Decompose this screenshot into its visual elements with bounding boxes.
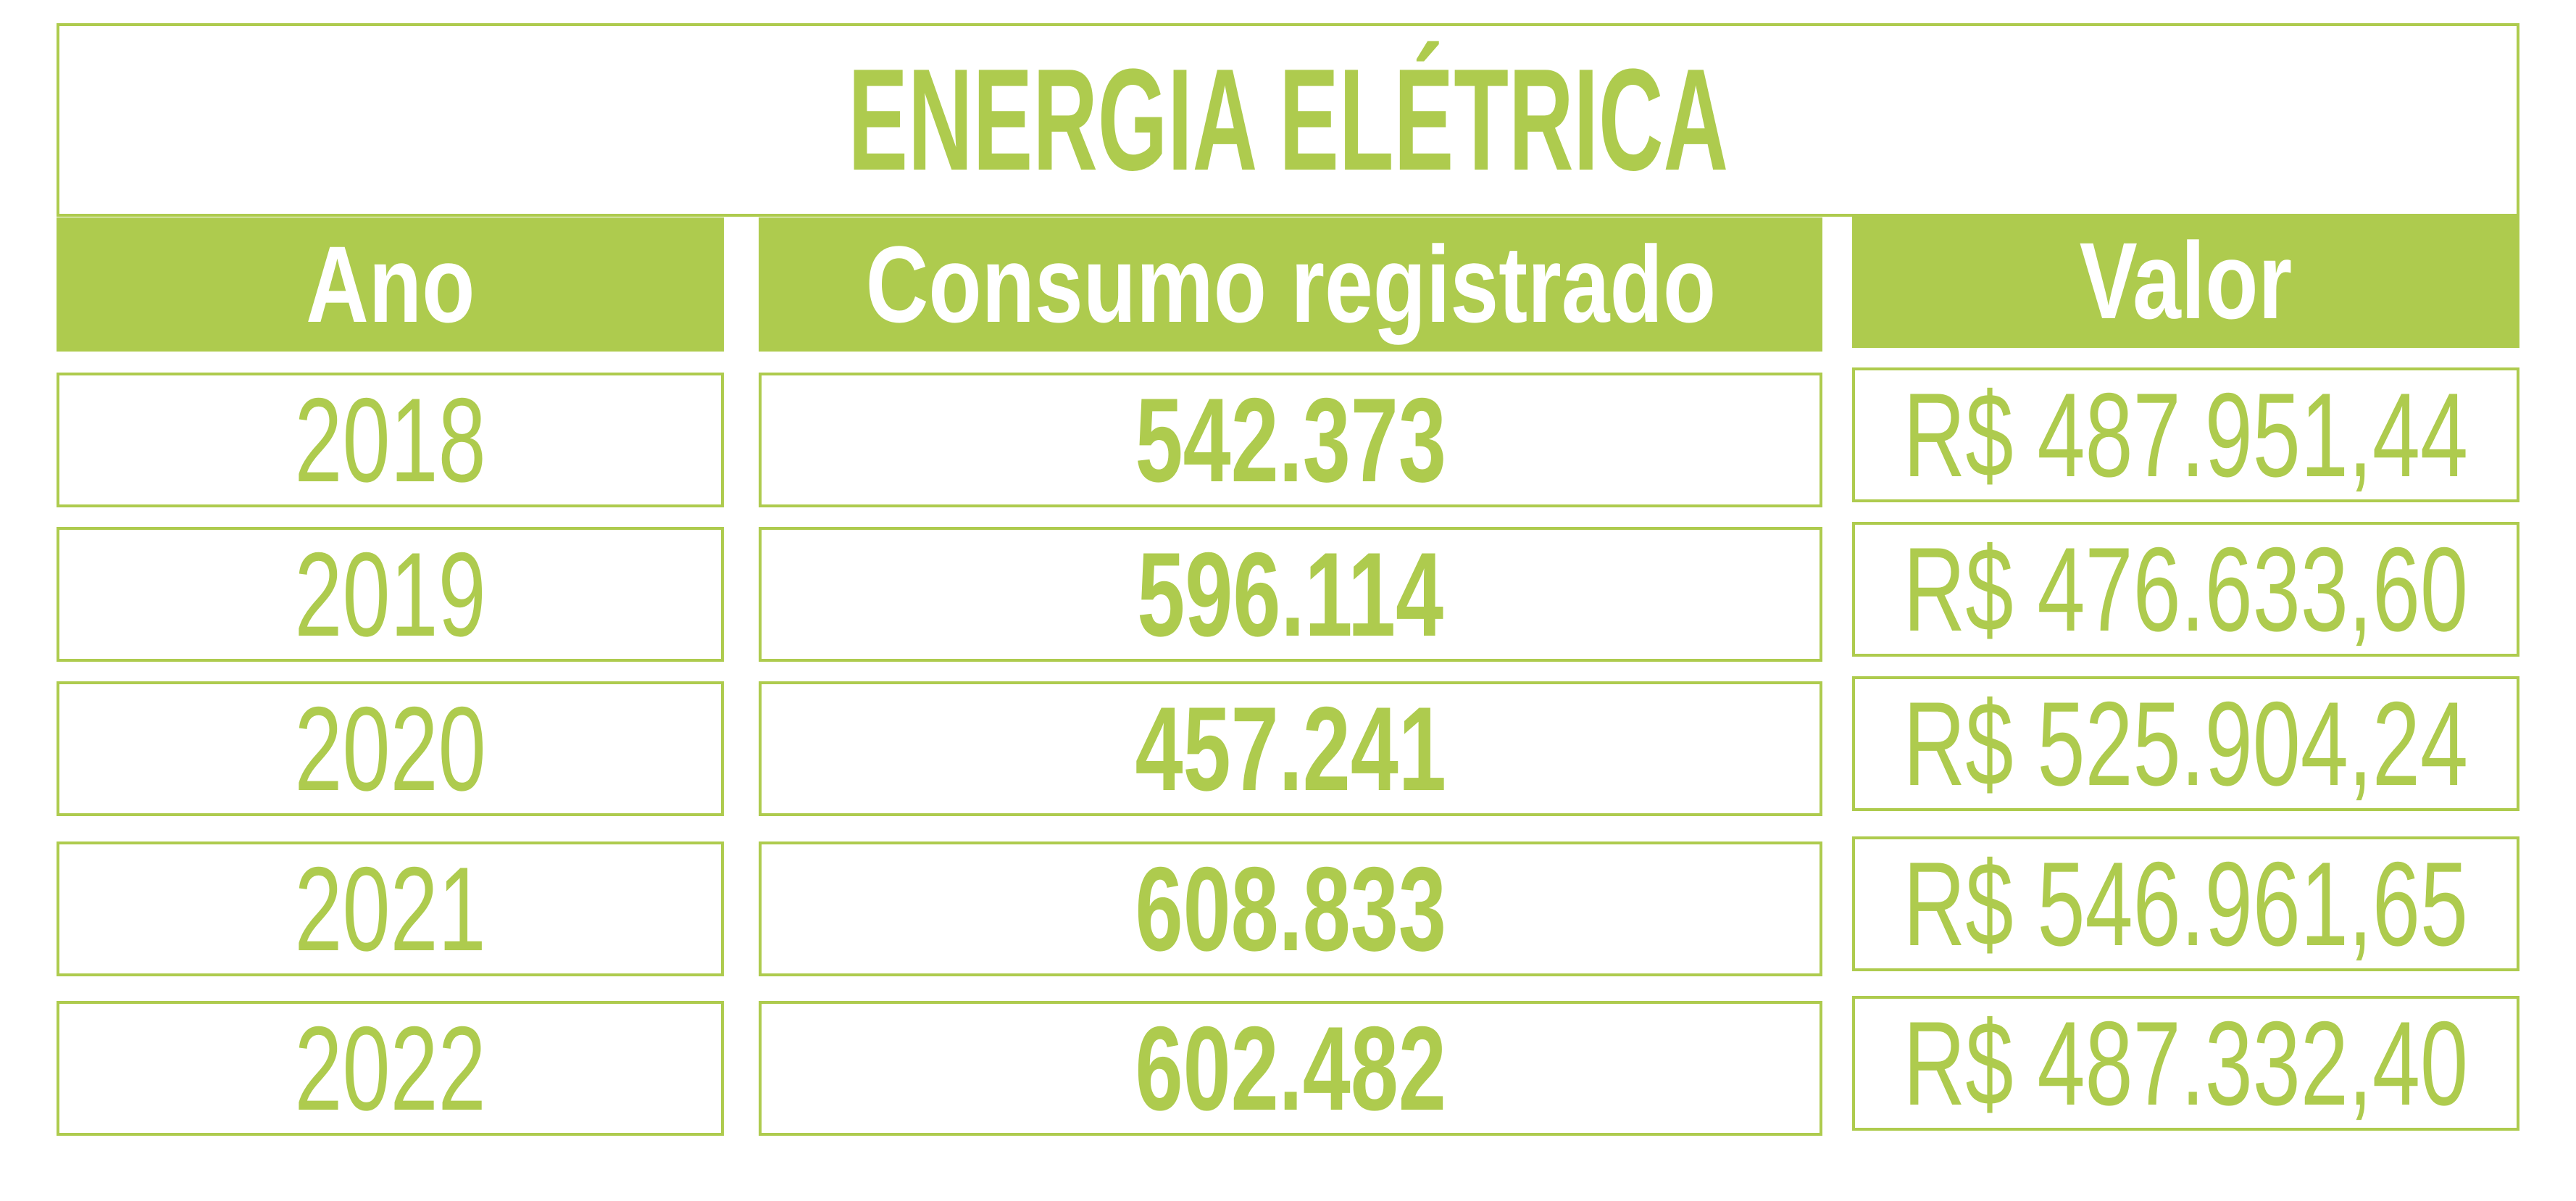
value-cell: R$ 487.951,44 xyxy=(1852,367,2519,502)
year: 2019 xyxy=(294,527,486,661)
year: 2018 xyxy=(294,373,486,507)
consumption-cell: 457.241 xyxy=(759,681,1822,816)
column-header: Valor xyxy=(2079,220,2293,341)
consumption-cell: 602.482 xyxy=(759,1001,1822,1136)
year-cell: 2019 xyxy=(57,527,724,662)
year-cell: 2021 xyxy=(57,841,724,976)
title: ENERGIA ELÉTRICA xyxy=(848,38,1728,201)
consumption: 608.833 xyxy=(1135,841,1446,976)
value-cell: R$ 487.332,40 xyxy=(1852,996,2519,1131)
year-cell: 2020 xyxy=(57,681,724,816)
value-cell: R$ 476.633,60 xyxy=(1852,522,2519,657)
year-cell: 2018 xyxy=(57,373,724,507)
value: R$ 525.904,24 xyxy=(1903,676,2469,810)
consumption: 457.241 xyxy=(1135,681,1446,815)
year: 2020 xyxy=(294,681,486,815)
year: 2022 xyxy=(294,1001,486,1135)
consumption-cell: 596.114 xyxy=(759,527,1822,662)
value: R$ 487.332,40 xyxy=(1903,996,2469,1130)
consumption-cell: 542.373 xyxy=(759,373,1822,507)
value: R$ 476.633,60 xyxy=(1903,522,2469,656)
column-header: Consumo registrado xyxy=(865,223,1716,345)
title-box: ENERGIA ELÉTRICA xyxy=(57,23,2519,217)
consumption: 542.373 xyxy=(1135,373,1446,507)
column-header-cell: Valor xyxy=(1852,214,2519,348)
consumption: 596.114 xyxy=(1137,527,1444,661)
consumption-cell: 608.833 xyxy=(759,841,1822,976)
value: R$ 546.961,65 xyxy=(1903,836,2469,971)
year-cell: 2022 xyxy=(57,1001,724,1136)
column-header-cell: Ano xyxy=(57,217,724,352)
column-header-cell: Consumo registrado xyxy=(759,217,1822,352)
year: 2021 xyxy=(294,841,486,976)
consumption: 602.482 xyxy=(1135,1001,1446,1135)
column-header: Ano xyxy=(305,223,475,345)
value-cell: R$ 546.961,65 xyxy=(1852,836,2519,971)
value-cell: R$ 525.904,24 xyxy=(1852,676,2519,811)
value: R$ 487.951,44 xyxy=(1903,367,2469,502)
